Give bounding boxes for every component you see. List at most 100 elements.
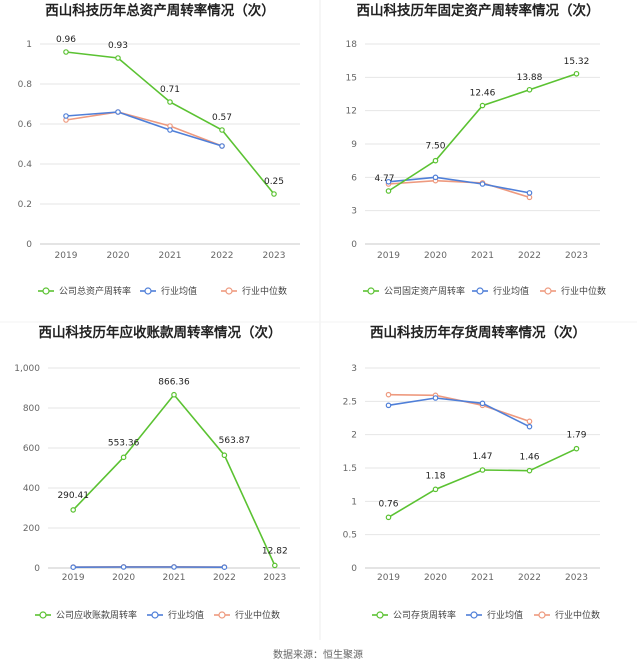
data-point-industry_avg — [479, 181, 486, 187]
chart-panel-4: 西山科技历年存货周转率情况（次） 0 0.5 1 1.5 2 2.5 3 2019 2020 202… — [343, 324, 600, 621]
data-point-company — [432, 486, 439, 493]
y-tick-label: 0.5 — [343, 531, 357, 541]
data-point-industry_median — [526, 194, 533, 201]
series-line-industry_median — [65, 111, 223, 147]
legend-swatch-marker — [367, 287, 375, 295]
y-tick-label: 1 — [26, 40, 32, 50]
x-tick-label: 2021 — [471, 251, 494, 261]
data-point-company — [221, 452, 228, 459]
chart-panel-1: 西山科技历年总资产周转率情况（次） 0 0.2 0.4 0.6 0.8 1 2019 2020 2… — [18, 2, 300, 297]
data-point-company — [63, 49, 69, 55]
data-point-company — [526, 467, 533, 474]
data-label: 4.77 — [374, 174, 394, 184]
data-point-industry_avg — [526, 190, 533, 196]
series-line-industry_median — [388, 179, 530, 199]
legend-entry: 行业均值 — [487, 609, 523, 621]
legend-swatch-marker — [42, 287, 50, 295]
series-line-company — [65, 51, 275, 195]
data-label: 15.32 — [564, 57, 590, 67]
legend-swatch-marker — [144, 287, 152, 295]
y-tick-label: 0.8 — [18, 80, 33, 90]
y-tick-label: 1.5 — [343, 464, 357, 474]
data-label: 0.71 — [160, 85, 180, 95]
legend-entry: 行业均值 — [161, 285, 197, 297]
x-tick-label: 2021 — [159, 251, 182, 261]
y-tick-label: 9 — [351, 140, 357, 150]
legend-entry: 公司固定资产周转率 — [384, 285, 465, 297]
data-point-industry_median — [526, 418, 533, 425]
data-label: 1.79 — [566, 431, 586, 441]
y-tick-label: 0.2 — [18, 200, 32, 210]
x-tick-label: 2019 — [377, 573, 400, 583]
data-point-industry_avg — [432, 174, 439, 181]
data-label: 0.57 — [212, 113, 232, 123]
data-point-company — [432, 157, 439, 164]
legend-swatch-marker — [544, 287, 552, 295]
x-tick-label: 2023 — [263, 573, 286, 583]
source-note: 数据来源：恒生聚源 — [273, 648, 363, 661]
data-point-industry_avg — [171, 564, 177, 570]
data-point-company — [167, 99, 173, 105]
data-point-company — [526, 86, 533, 93]
y-tick-label: 18 — [346, 40, 358, 50]
data-label: 1.47 — [472, 452, 492, 462]
x-tick-label: 2021 — [163, 573, 186, 583]
data-label: 12.82 — [262, 546, 288, 556]
x-tick-label: 2020 — [424, 573, 447, 583]
y-tick-label: 0 — [351, 564, 357, 574]
data-point-company — [115, 55, 121, 61]
x-tick-label: 2020 — [107, 251, 130, 261]
data-label: 13.88 — [517, 73, 543, 83]
data-label: 1.18 — [425, 471, 445, 481]
data-label: 1.46 — [519, 453, 539, 463]
chart-title: 西山科技历年应收账款周转率情况（次） — [39, 324, 282, 341]
y-tick-label: 200 — [23, 524, 40, 534]
y-tick-label: 0 — [26, 240, 32, 250]
data-point-industry_avg — [120, 564, 127, 570]
legend-swatch-marker — [39, 611, 47, 619]
y-tick-label: 6 — [351, 173, 357, 183]
series-line-industry_avg — [65, 111, 223, 147]
x-tick-label: 2019 — [55, 251, 78, 261]
y-tick-label: 400 — [23, 484, 40, 494]
x-tick-label: 2023 — [263, 251, 286, 261]
data-point-company — [171, 391, 177, 398]
data-point-company — [120, 454, 127, 461]
y-tick-label: 0.6 — [18, 120, 33, 130]
data-point-company — [479, 467, 486, 473]
x-tick-label: 2021 — [471, 573, 494, 583]
data-point-company — [385, 514, 392, 521]
legend-entry: 公司应收账款周转率 — [56, 609, 137, 621]
y-tick-label: 0.4 — [18, 160, 33, 170]
x-tick-label: 2022 — [518, 573, 541, 583]
legend-entry: 公司存货周转率 — [393, 609, 456, 621]
data-point-industry_median — [385, 391, 392, 398]
data-label: 563.87 — [219, 436, 251, 446]
legend-entry: 行业中位数 — [555, 609, 600, 621]
y-tick-label: 0 — [351, 240, 357, 250]
data-label: 0.96 — [56, 35, 76, 45]
data-point-company — [271, 562, 278, 569]
y-tick-label: 600 — [23, 444, 40, 454]
data-point-industry_avg — [219, 143, 225, 149]
x-tick-label: 2023 — [565, 251, 588, 261]
chart-title: 西山科技历年存货周转率情况（次） — [370, 324, 586, 341]
legend-entry: 行业均值 — [168, 609, 204, 621]
data-point-industry_avg — [70, 564, 77, 571]
x-tick-label: 2020 — [112, 573, 135, 583]
data-label: 866.36 — [158, 378, 190, 388]
data-point-industry_avg — [63, 113, 69, 119]
data-point-industry_avg — [167, 127, 173, 133]
data-point-industry_avg — [479, 400, 486, 407]
data-label: 0.25 — [264, 177, 284, 187]
y-tick-label: 800 — [23, 404, 40, 414]
y-tick-label: 1 — [351, 497, 357, 507]
data-point-company — [479, 102, 486, 109]
legend-swatch-marker — [476, 287, 484, 295]
legend-swatch-marker — [225, 287, 233, 295]
data-label: 7.50 — [425, 142, 445, 152]
chart-panel-2: 西山科技历年固定资产周转率情况（次） 0 3 6 9 12 15 18 2019 2020 2021… — [346, 2, 606, 297]
legend-entry: 行业中位数 — [235, 609, 280, 621]
series-line-company — [72, 393, 276, 566]
